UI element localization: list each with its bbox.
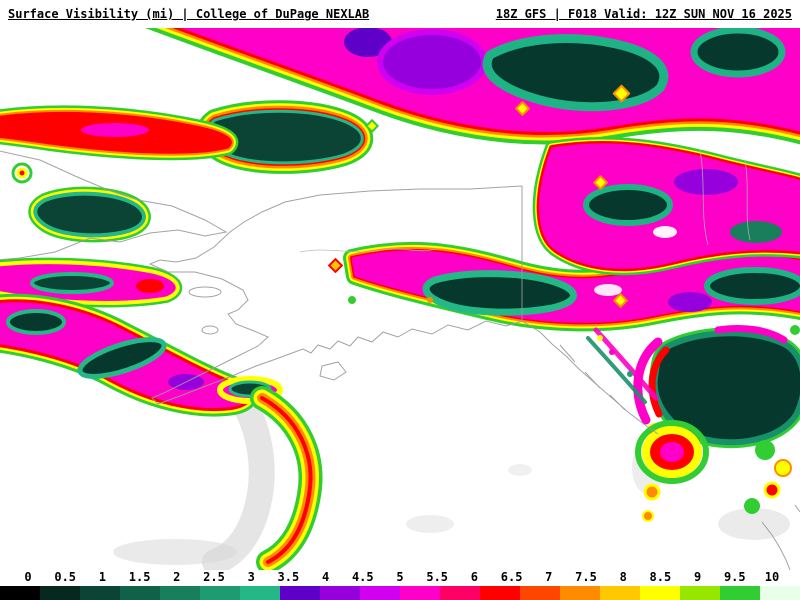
colorbar-segment [640,586,680,600]
colorbar-tick-label: 2.5 [203,570,225,584]
colorbar-strip [0,586,800,600]
colorbar-segment [320,586,360,600]
st-lawrence-island [188,286,222,298]
colorbar-tick-label: 1.5 [128,570,151,584]
colorbar-segment [520,586,560,600]
colorbar-segment [720,586,760,600]
colorbar-tick-label: 1 [98,570,107,584]
nunivak-island [201,325,219,335]
contour-region-siberia-band [0,112,231,153]
colorbar-tick-label: 6 [470,570,479,584]
contour-region-left-lower [0,303,283,408]
contour-region-left-mid [11,162,144,235]
model-run-info: 18Z GFS | F018 Valid: 12Z SUN NOV 16 202… [495,7,792,21]
colorbar-tick-label: 7.5 [575,570,597,584]
colorbar-tick-label: 5.5 [426,570,449,584]
contour-region-arctic [150,28,800,132]
colorbar: 0 0.5 1 1.5 2 2.5 3 3.5 4 4.5 5 5.5 6 6.5 7 7.5 8 8.5 9 9.5… [0,570,800,600]
contour-region-southcentral [352,251,800,323]
colorbar-segment [680,586,720,600]
colorbar-tick-label: 4.5 [351,570,374,584]
colorbar-tick-label: 10 [764,570,780,584]
colorbar-segment [80,586,120,600]
colorbar-tick-label: 8.5 [649,570,672,584]
colorbar-segment [440,586,480,600]
colorbar-tick-label: 4 [321,570,330,584]
colorbar-segment [240,586,280,600]
colorbar-segment [160,586,200,600]
alaska-coastline [148,185,523,405]
colorbar-tick-label: 6.5 [500,570,523,584]
title-bar: Surface Visibility (mi) | College of DuP… [0,0,800,28]
contour-region-left-band [0,265,175,301]
colorbar-segment [120,586,160,600]
colorbar-segment [0,586,40,600]
colorbar-segment [280,586,320,600]
colorbar-tick-label: 0.5 [54,570,77,584]
colorbar-tick-label: 2 [173,570,181,584]
colorbar-tick-labels: 0 0.5 1 1.5 2 2.5 3 3.5 4 4.5 5 5.5 6 6.5 7 7.5 8 8.5 9 9.5… [0,570,800,586]
colorbar-tick-label: 0 [24,570,32,584]
forecast-map [0,28,800,570]
colorbar-segment [480,586,520,600]
panhandle-islands [559,344,626,411]
colorbar-tick-label: 5 [396,570,404,584]
colorbar-segment [560,586,600,600]
contour-region-bottom-right-specks [744,325,800,514]
colorbar-segment [400,586,440,600]
bottom-right-coastline [761,504,800,570]
colorbar-tick-label: 3.5 [277,570,300,584]
mackenzie-river [699,149,709,246]
yukon-river [299,248,437,253]
colorbar-tick-label: 7 [545,570,553,584]
colorbar-segment [40,586,80,600]
scattered-specks [327,118,433,304]
colorbar-segment [360,586,400,600]
kodiak-island [319,361,347,381]
colorbar-tick-label: 9 [693,570,702,584]
colorbar-segment [760,586,800,600]
contour-region-panhandle-fringe [586,327,659,404]
contour-region-right-mass [540,144,800,268]
forecast-map-area [0,28,800,570]
contour-region-bc-south-cluster [635,420,709,522]
colorbar-segment [600,586,640,600]
panhandle-coastline [521,320,659,435]
canada-river [744,159,751,241]
colorbar-tick-label: 8 [619,570,627,584]
colorbar-segment [200,586,240,600]
colorbar-tick-label: 9.5 [723,570,746,584]
product-title: Surface Visibility (mi) | College of DuP… [8,7,370,21]
coastlines [0,149,800,570]
colorbar-tick-label: 3 [247,570,255,584]
siberia-coastline [0,150,228,261]
